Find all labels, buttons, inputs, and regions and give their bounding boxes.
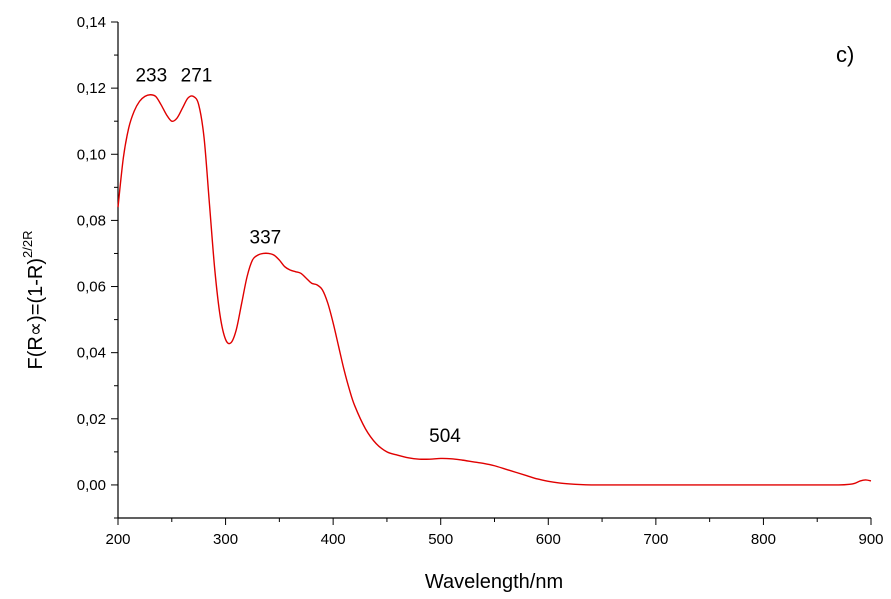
y-tick-label: 0,00 — [77, 477, 106, 494]
x-tick-label: 300 — [213, 531, 238, 548]
labels-layer: 233 271 337 504 — [135, 66, 461, 447]
x-tick-label: 200 — [105, 531, 130, 548]
y-tick-label: 0,14 — [77, 14, 106, 31]
x-tick-label: 900 — [858, 531, 883, 548]
y-axis-title-main: F(R∝)=(1-R) — [25, 258, 47, 370]
ticks-layer: 200 300 400 500 600 700 800 900 0,00 0,02 0,04 0,06… — [77, 14, 884, 548]
y-axis-title-group: F(R∝)=(1-R)2/2R — [20, 231, 47, 370]
x-tick-label: 400 — [321, 531, 346, 548]
y-axis-title-superscript: 2/2R — [20, 231, 35, 258]
axes-layer — [117, 22, 871, 519]
y-tick-label: 0,08 — [77, 212, 106, 229]
panel-label: c) — [836, 42, 854, 67]
x-tick-label: 500 — [428, 531, 453, 548]
x-tick-label: 800 — [751, 531, 776, 548]
x-tick-label: 600 — [536, 531, 561, 548]
spectrum-line — [117, 94, 872, 486]
x-axis-title: Wavelength/nm — [425, 571, 563, 593]
x-tick-label: 700 — [643, 531, 668, 548]
y-tick-label: 0,04 — [77, 345, 106, 362]
peak-label: 271 — [181, 66, 213, 87]
y-tick-label: 0,06 — [77, 279, 106, 296]
y-tick-label: 0,10 — [77, 146, 106, 163]
y-axis-title: F(R∝)=(1-R)2/2R — [20, 231, 47, 370]
peak-label: 233 — [135, 66, 167, 87]
peak-label: 337 — [250, 228, 282, 249]
y-tick-label: 0,12 — [77, 80, 106, 97]
series-layer — [117, 94, 872, 486]
peak-label: 504 — [429, 426, 461, 447]
y-tick-label: 0,02 — [77, 411, 106, 428]
